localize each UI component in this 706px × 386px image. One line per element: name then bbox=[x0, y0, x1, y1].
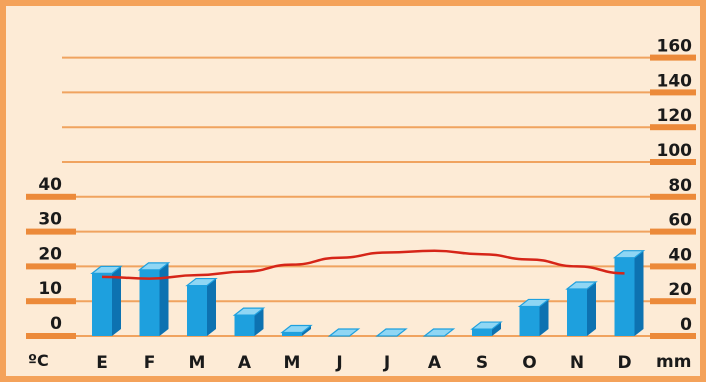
right-axis: 0 20 40 60 80 100 120 140 160 bbox=[650, 37, 696, 339]
right-tick-bar bbox=[650, 333, 696, 339]
month-label: D bbox=[617, 353, 631, 373]
left-axis: 0 10 20 30 40 bbox=[26, 175, 76, 339]
right-tick-bar bbox=[650, 263, 696, 270]
precipitation-bars bbox=[90, 250, 646, 337]
right-tick-bar bbox=[650, 124, 696, 131]
left-tick-bar bbox=[26, 228, 76, 235]
bar-front bbox=[92, 273, 112, 336]
right-tick-label: 60 bbox=[668, 211, 692, 231]
bar-side bbox=[634, 250, 644, 336]
bar-side bbox=[492, 322, 501, 336]
month-label: E bbox=[96, 353, 108, 373]
left-tick-label: 20 bbox=[38, 244, 62, 264]
left-tick-label: 10 bbox=[38, 279, 62, 299]
precipitation-bar bbox=[185, 277, 218, 336]
precipitation-bar bbox=[470, 321, 503, 336]
left-tick-label: 40 bbox=[38, 175, 62, 195]
precipitation-bar bbox=[375, 328, 408, 337]
bar-top bbox=[517, 298, 551, 308]
month-label: A bbox=[428, 353, 442, 373]
bar-top bbox=[90, 265, 123, 274]
bar-top bbox=[422, 328, 456, 337]
right-tick-bar bbox=[650, 54, 696, 61]
bar-front bbox=[187, 285, 207, 336]
left-tick-label: 30 bbox=[38, 210, 62, 230]
month-label: M bbox=[189, 353, 206, 373]
precipitation-bar bbox=[137, 262, 171, 336]
bar-side bbox=[302, 325, 311, 336]
precipitation-bar bbox=[517, 298, 551, 336]
precipitation-bar bbox=[422, 328, 456, 337]
right-tick-label: 140 bbox=[657, 71, 693, 91]
month-label: O bbox=[522, 353, 536, 373]
right-tick-label: 100 bbox=[657, 141, 693, 161]
precipitation-bar bbox=[327, 328, 361, 337]
precipitation-bar bbox=[612, 250, 646, 336]
right-tick-bar bbox=[650, 193, 696, 200]
right-tick-bar bbox=[650, 89, 696, 96]
bar-top bbox=[185, 277, 218, 287]
temperature-line-path bbox=[101, 249, 625, 280]
precipitation-bar bbox=[565, 281, 598, 336]
precipitation-bar bbox=[232, 307, 266, 336]
precipitation-bar bbox=[280, 324, 313, 336]
bar-top bbox=[280, 324, 313, 334]
month-label: J bbox=[383, 353, 390, 373]
left-tick-bar bbox=[26, 333, 76, 339]
bar-side bbox=[587, 282, 596, 336]
temperature-line bbox=[101, 249, 625, 280]
bar-front bbox=[282, 332, 302, 336]
bar-top bbox=[612, 250, 646, 259]
bar-top bbox=[327, 328, 361, 337]
bar-side bbox=[254, 308, 264, 336]
left-tick-label: 0 bbox=[50, 314, 62, 334]
month-label: F bbox=[144, 353, 156, 373]
month-label: S bbox=[476, 353, 488, 373]
right-axis-unit: mm bbox=[656, 352, 691, 372]
right-tick-bar bbox=[650, 228, 696, 235]
bar-side bbox=[539, 299, 549, 336]
bar-front bbox=[234, 315, 255, 336]
left-tick-bar bbox=[26, 298, 76, 305]
bar-top bbox=[565, 281, 598, 290]
right-tick-bar bbox=[650, 159, 696, 165]
bar-top bbox=[375, 328, 408, 337]
month-label: M bbox=[284, 353, 301, 373]
precipitation-bar bbox=[90, 265, 123, 336]
month-label: J bbox=[335, 353, 342, 373]
bar-front bbox=[567, 289, 587, 336]
right-tick-label: 80 bbox=[668, 176, 692, 196]
bar-front bbox=[139, 269, 160, 336]
left-axis-unit: ºC bbox=[28, 351, 49, 370]
month-label: A bbox=[238, 353, 252, 373]
bar-front bbox=[614, 257, 635, 336]
right-tick-label: 20 bbox=[668, 280, 692, 300]
left-tick-bar bbox=[26, 193, 76, 200]
right-tick-label: 120 bbox=[657, 106, 693, 126]
bar-front bbox=[519, 306, 540, 336]
bar-top bbox=[470, 321, 503, 330]
right-tick-bar bbox=[650, 298, 696, 305]
right-tick-label: 0 bbox=[680, 315, 692, 335]
month-label: N bbox=[570, 353, 584, 373]
bar-top bbox=[232, 307, 266, 316]
bar-side bbox=[159, 262, 169, 336]
bar-side bbox=[112, 266, 121, 336]
bar-front bbox=[472, 329, 492, 336]
right-tick-label: 160 bbox=[657, 37, 693, 57]
right-tick-label: 40 bbox=[668, 245, 692, 265]
left-tick-bar bbox=[26, 263, 76, 270]
bar-side bbox=[207, 278, 216, 336]
bar-top bbox=[137, 262, 171, 271]
